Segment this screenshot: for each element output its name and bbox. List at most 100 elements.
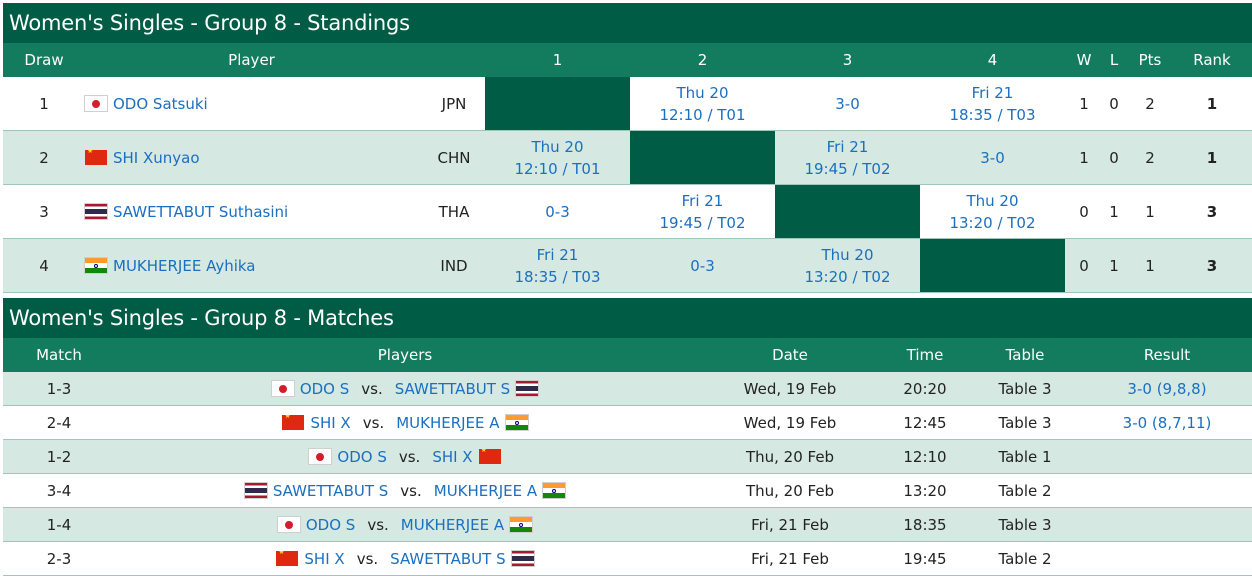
match-info-link[interactable]: Fri 21 18:35 / T03 — [514, 244, 600, 288]
match-info-link[interactable]: Fri 21 18:35 / T03 — [949, 82, 1035, 126]
points-value: 1 — [1145, 256, 1155, 275]
match-info-line: 19:45 / T02 — [659, 213, 746, 232]
player-two-link[interactable]: MUKHERJEE A — [400, 515, 505, 534]
header-time: Time — [906, 346, 944, 364]
header-col-1: 1 — [552, 51, 563, 69]
losses-value: 0 — [1109, 94, 1119, 113]
player-one-link[interactable]: ODO S — [299, 379, 350, 398]
country-flag-icon — [505, 415, 528, 430]
match-cell[interactable]: Thu 20 12:10 / T01 — [485, 131, 630, 184]
match-info-line: 0-3 — [545, 202, 570, 221]
match-date: Thu, 20 Feb — [745, 481, 835, 500]
match-date: Wed, 19 Feb — [743, 379, 837, 398]
match-cell[interactable]: 3-0 — [920, 131, 1065, 184]
match-players: SAWETTABUT S vs. MUKHERJEE A — [115, 474, 695, 507]
match-result-link[interactable]: 3-0 (9,8,8) — [1127, 379, 1207, 398]
losses-value: 1 — [1109, 256, 1119, 275]
match-cell[interactable]: Thu 20 13:20 / T02 — [920, 185, 1065, 238]
match-info-link[interactable]: Thu 20 13:20 / T02 — [804, 244, 890, 288]
versus-label: vs. — [362, 413, 385, 432]
header-players: Players — [377, 346, 433, 364]
match-info-line: Fri 21 — [971, 83, 1014, 102]
country-flag-icon — [277, 517, 300, 532]
versus-label: vs. — [361, 379, 383, 398]
match-info-link[interactable]: Fri 21 19:45 / T02 — [659, 190, 745, 234]
header-points: Pts — [1138, 51, 1162, 69]
match-cell[interactable]: 0-3 — [630, 239, 775, 292]
match-result-link[interactable]: 3-0 (8,7,11) — [1122, 413, 1212, 432]
player-name-link[interactable]: SHI Xunyao — [113, 148, 200, 167]
player: SHI Xunyao — [85, 149, 200, 167]
players-line: ODO S vs. SAWETTABUT S — [271, 379, 539, 398]
match-cell[interactable]: Fri 21 18:35 / T03 — [920, 77, 1065, 130]
match-result-link[interactable] — [1085, 542, 1249, 575]
wins-value: 1 — [1079, 148, 1089, 167]
standings-row: 1 ODO Satsuki JPN Thu 20 12:10 / T01 3-0 Fri 2… — [3, 77, 1252, 131]
match-info-link[interactable]: 0-3 — [690, 255, 715, 277]
match-result-link[interactable] — [1085, 440, 1249, 473]
match-info-line: 18:35 / T03 — [949, 105, 1036, 124]
match-cell[interactable]: Thu 20 13:20 / T02 — [775, 239, 920, 292]
player-name-link[interactable]: ODO Satsuki — [113, 94, 208, 113]
player-cell: SAWETTABUT Suthasini — [85, 185, 425, 238]
match-date: Wed, 19 Feb — [743, 413, 837, 432]
match-info-link[interactable]: Fri 21 19:45 / T02 — [804, 136, 890, 180]
association-code: THA — [438, 202, 470, 221]
header-rank: Rank — [1193, 51, 1231, 69]
player-one-link[interactable]: SAWETTABUT S — [272, 481, 389, 500]
versus-label: vs. — [398, 447, 421, 466]
match-cell[interactable]: Fri 21 19:45 / T02 — [775, 131, 920, 184]
player-one-link[interactable]: ODO S — [337, 447, 387, 466]
player-two-link[interactable]: MUKHERJEE A — [396, 413, 500, 432]
match-cell[interactable]: 0-3 — [485, 185, 630, 238]
match-id: 2-4 — [46, 413, 72, 432]
wins-value: 0 — [1079, 202, 1089, 221]
player-two-link[interactable]: SAWETTABUT S — [390, 549, 506, 568]
player-name-link[interactable]: MUKHERJEE Ayhika — [113, 256, 256, 275]
match-info-link[interactable]: 3-0 — [980, 147, 1005, 169]
match-info-link[interactable]: Thu 20 12:10 / T01 — [659, 82, 745, 126]
match-cell[interactable]: Thu 20 12:10 / T01 — [630, 77, 775, 130]
player-two-link[interactable]: SAWETTABUT S — [394, 379, 511, 398]
self-match-cell — [920, 239, 1065, 292]
match-info-line: 13:20 / T02 — [949, 213, 1036, 232]
match-table: Table 2 — [998, 481, 1052, 500]
match-info-line: Thu 20 — [531, 137, 584, 156]
match-info-link[interactable]: 0-3 — [545, 201, 570, 223]
country-flag-icon — [85, 204, 107, 219]
draw-number: 3 — [39, 202, 49, 221]
player-two-link[interactable]: MUKHERJEE A — [433, 481, 538, 500]
draw-number: 1 — [39, 94, 49, 113]
match-info-link[interactable]: Thu 20 12:10 / T01 — [514, 136, 600, 180]
country-flag-icon — [244, 483, 267, 498]
match-info-link[interactable]: 3-0 — [835, 93, 860, 115]
player-two-link[interactable]: SHI X — [432, 447, 473, 466]
player: MUKHERJEE Ayhika — [85, 257, 256, 275]
self-match-cell — [775, 185, 920, 238]
match-result-link[interactable] — [1085, 474, 1249, 507]
match-id: 3-4 — [46, 481, 72, 500]
players-line: ODO S vs. SHI X — [309, 447, 501, 466]
country-flag-icon — [85, 96, 107, 111]
player-one-link[interactable]: SHI X — [304, 549, 345, 568]
players-line: SAWETTABUT S vs. MUKHERJEE A — [244, 481, 566, 500]
match-cell[interactable]: Fri 21 19:45 / T02 — [630, 185, 775, 238]
country-flag-icon — [478, 449, 501, 464]
wins-value: 1 — [1079, 94, 1089, 113]
association-code: JPN — [441, 94, 467, 113]
match-info-line: Fri 21 — [681, 191, 724, 210]
match-table: Table 3 — [998, 413, 1052, 432]
player-one-link[interactable]: SHI X — [310, 413, 351, 432]
player-name-link[interactable]: SAWETTABUT Suthasini — [113, 202, 289, 221]
match-cell[interactable]: Fri 21 18:35 / T03 — [485, 239, 630, 292]
losses-value: 0 — [1109, 148, 1119, 167]
country-flag-icon — [510, 517, 533, 532]
country-flag-icon — [309, 449, 332, 464]
match-result-link[interactable] — [1085, 508, 1249, 541]
points-value: 2 — [1145, 94, 1155, 113]
match-cell[interactable]: 3-0 — [775, 77, 920, 130]
match-row: 2-3 SHI X vs. SAWETTABUT S Fri, 21 Feb 19:45 T… — [3, 542, 1252, 576]
player-one-link[interactable]: ODO S — [305, 515, 356, 534]
match-info-link[interactable]: Thu 20 13:20 / T02 — [949, 190, 1035, 234]
match-players: ODO S vs. SAWETTABUT S — [115, 372, 695, 405]
